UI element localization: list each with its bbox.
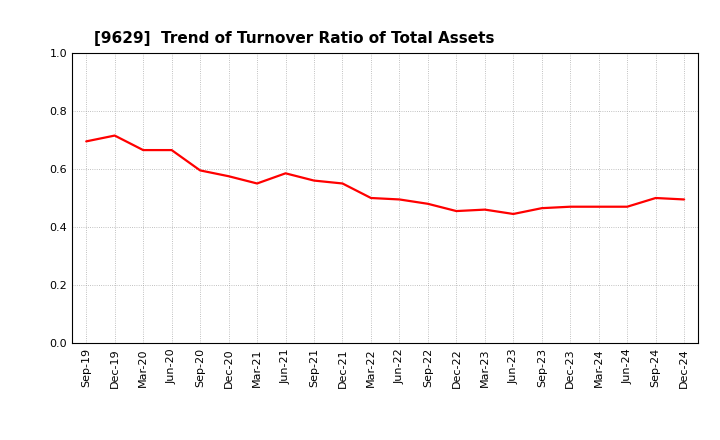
Text: [9629]  Trend of Turnover Ratio of Total Assets: [9629] Trend of Turnover Ratio of Total …	[94, 31, 494, 46]
